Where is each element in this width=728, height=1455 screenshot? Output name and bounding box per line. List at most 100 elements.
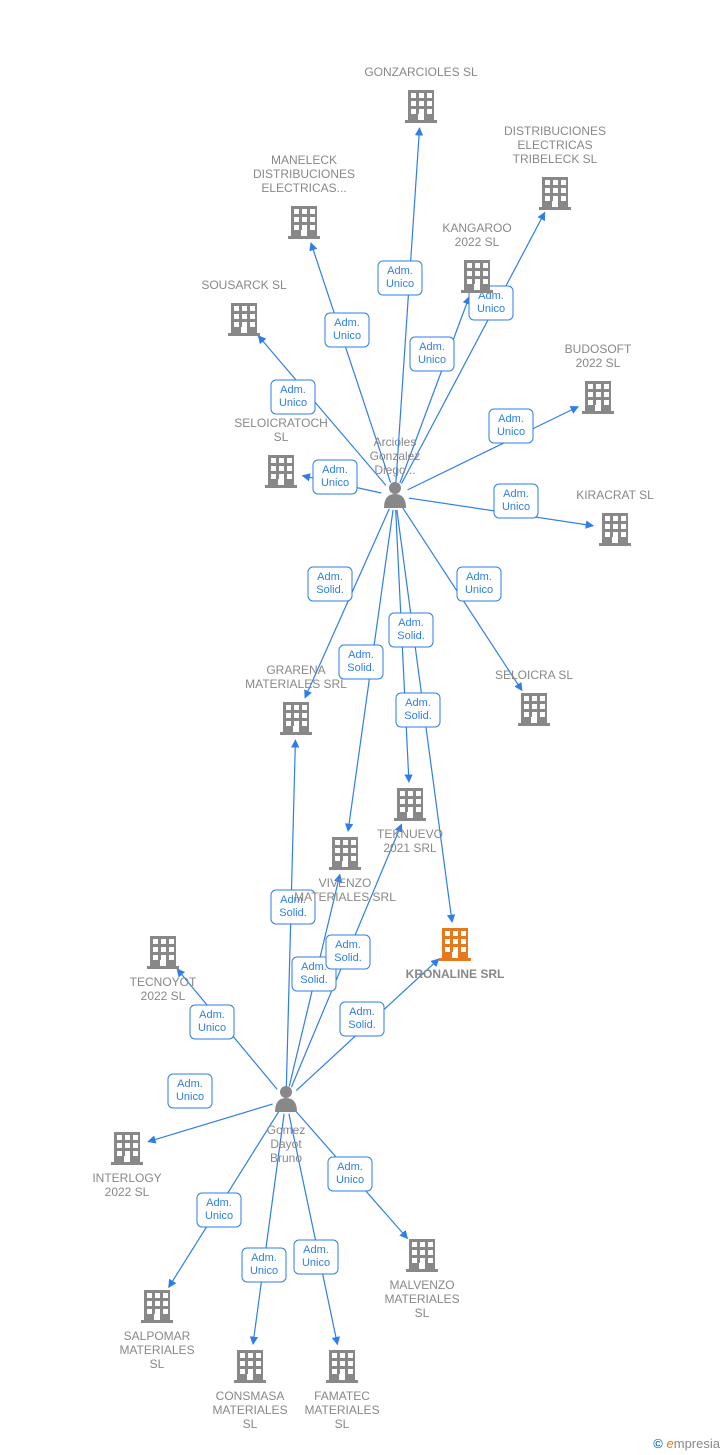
edge-label-text: Solid.	[316, 584, 344, 596]
node-label: SELOICRATOCH	[234, 416, 328, 430]
edge-label-text: Adm.	[177, 1078, 203, 1090]
edge-label: Adm.Unico	[410, 337, 454, 371]
edge-label-text: Adm.	[334, 317, 360, 329]
person-node[interactable]: ArciolesGonzalezDiego...	[370, 435, 421, 508]
node-label: Bruno	[270, 1151, 302, 1165]
edge-label-text: Unico	[502, 501, 530, 513]
person-node[interactable]: GomezDayotBruno	[267, 1086, 306, 1165]
node-label: VIVENZO	[319, 876, 372, 890]
company-node[interactable]: KIRACRAT SL	[576, 488, 654, 546]
node-label: BUDOSOFT	[565, 342, 632, 356]
edge-label-text: Adm.	[419, 341, 445, 353]
company-node[interactable]: SALPOMARMATERIALESSL	[119, 1290, 194, 1371]
edge-label: Adm.Solid.	[308, 567, 352, 601]
watermark: © empresia	[653, 1436, 720, 1451]
edge-label-text: Solid.	[300, 974, 328, 986]
edge-label-text: Solid.	[397, 630, 425, 642]
node-label: Arcioles	[374, 435, 417, 449]
edge-label: Adm.Unico	[197, 1193, 241, 1227]
edge-label-text: Adm.	[251, 1252, 277, 1264]
node-label: Gomez	[267, 1123, 306, 1137]
node-label: TEKNUEVO	[377, 827, 443, 841]
edge-label: Adm.Unico	[378, 261, 422, 295]
edge-label-text: Solid.	[334, 952, 362, 964]
node-label: SELOICRA SL	[495, 668, 573, 682]
company-node[interactable]: SOUSARCK SL	[201, 278, 287, 336]
company-node[interactable]: TEKNUEVO2021 SRL	[377, 788, 443, 855]
edge-label-text: Unico	[321, 477, 349, 489]
edge-label: Adm.Unico	[489, 409, 533, 443]
edge-label: Adm.Unico	[242, 1248, 286, 1282]
edge-label: Adm.Unico	[457, 567, 501, 601]
watermark-brand: empresia	[667, 1436, 720, 1451]
edge-label-text: Adm.	[280, 384, 306, 396]
edge-label-text: Adm.	[301, 961, 327, 973]
company-node[interactable]: GRARENAMATERIALES SRL	[245, 663, 347, 735]
node-label: SL	[335, 1417, 350, 1431]
node-label: GRARENA	[266, 663, 325, 677]
node-label: 2022 SL	[455, 235, 500, 249]
edge-label-text: Unico	[198, 1022, 226, 1034]
company-node[interactable]: MANELECKDISTRIBUCIONESELECTRICAS...	[253, 153, 355, 239]
node-label: Gonzalez	[370, 449, 421, 463]
company-node[interactable]: INTERLOGY2022 SL	[92, 1132, 161, 1199]
node-label: 2021 SRL	[383, 841, 437, 855]
nodes-layer: ArciolesGonzalezDiego...GomezDayotBrunoG…	[92, 65, 654, 1431]
node-label: SL	[150, 1357, 165, 1371]
node-label: 2022 SL	[141, 989, 186, 1003]
company-node[interactable]: SELOICRA SL	[495, 668, 573, 726]
edge-label: Adm.Unico	[168, 1074, 212, 1108]
edge-label-text: Unico	[250, 1265, 278, 1277]
company-node[interactable]: CONSMASAMATERIALESSL	[212, 1350, 287, 1431]
edge-label-text: Adm.	[498, 413, 524, 425]
company-node[interactable]: VIVENZOMATERIALES SRL	[294, 837, 396, 904]
node-label: KRONALINE SRL	[406, 967, 505, 981]
company-node[interactable]: BUDOSOFT2022 SL	[565, 342, 632, 414]
node-label: MATERIALES	[304, 1403, 379, 1417]
edge-label: Adm.Unico	[190, 1005, 234, 1039]
node-label: FAMATEC	[314, 1389, 370, 1403]
company-node[interactable]: KANGAROO2022 SL	[442, 221, 511, 293]
edge-label-text: Unico	[465, 584, 493, 596]
node-label: INTERLOGY	[92, 1171, 161, 1185]
edge-label: Adm.Unico	[294, 1240, 338, 1274]
edge-label-text: Unico	[497, 426, 525, 438]
edge-label-text: Adm.	[337, 1161, 363, 1173]
node-label: GONZARCIOLES SL	[364, 65, 478, 79]
node-label: CONSMASA	[216, 1389, 285, 1403]
edge-label-text: Adm.	[322, 464, 348, 476]
edge-label: Adm.Solid.	[396, 693, 440, 727]
edge-label-text: Adm.	[348, 649, 374, 661]
node-label: MANELECK	[271, 153, 337, 167]
node-label: Dayot	[270, 1137, 302, 1151]
edge-label-text: Unico	[477, 303, 505, 315]
edge-label-text: Unico	[336, 1174, 364, 1186]
edge-label-text: Adm.	[206, 1197, 232, 1209]
company-node[interactable]: MALVENZOMATERIALESSL	[384, 1239, 459, 1320]
edge-label-text: Adm.	[317, 571, 343, 583]
node-label: MATERIALES SRL	[245, 677, 347, 691]
edge-label-text: Unico	[279, 397, 307, 409]
edge-label-text: Solid.	[347, 662, 375, 674]
edge-label-text: Adm.	[398, 617, 424, 629]
node-label: SL	[243, 1417, 258, 1431]
node-label: ELECTRICAS...	[261, 181, 346, 195]
edge-label-text: Solid.	[348, 1019, 376, 1031]
node-label: SALPOMAR	[124, 1329, 191, 1343]
edge-label: Adm.Unico	[313, 460, 357, 494]
node-label: MATERIALES	[212, 1403, 287, 1417]
company-node[interactable]: TECNOYOT2022 SL	[130, 936, 197, 1003]
edge-label-text: Solid.	[279, 907, 307, 919]
node-label: ELECTRICAS	[517, 138, 592, 152]
edge	[148, 1104, 273, 1142]
network-diagram: Adm.UnicoAdm.UnicoAdm.UnicoAdm.UnicoAdm.…	[0, 0, 728, 1455]
node-label: DISTRIBUCIONES	[504, 124, 606, 138]
company-node[interactable]: KRONALINE SRL	[406, 928, 505, 981]
company-node[interactable]: FAMATECMATERIALESSL	[304, 1350, 379, 1431]
company-node[interactable]: GONZARCIOLES SL	[364, 65, 478, 123]
edge-label-text: Unico	[176, 1091, 204, 1103]
edge-label: Adm.Solid.	[339, 645, 383, 679]
node-label: SL	[274, 430, 289, 444]
edge-label-text: Unico	[418, 354, 446, 366]
company-node[interactable]: DISTRIBUCIONESELECTRICASTRIBELECK SL	[504, 124, 606, 210]
